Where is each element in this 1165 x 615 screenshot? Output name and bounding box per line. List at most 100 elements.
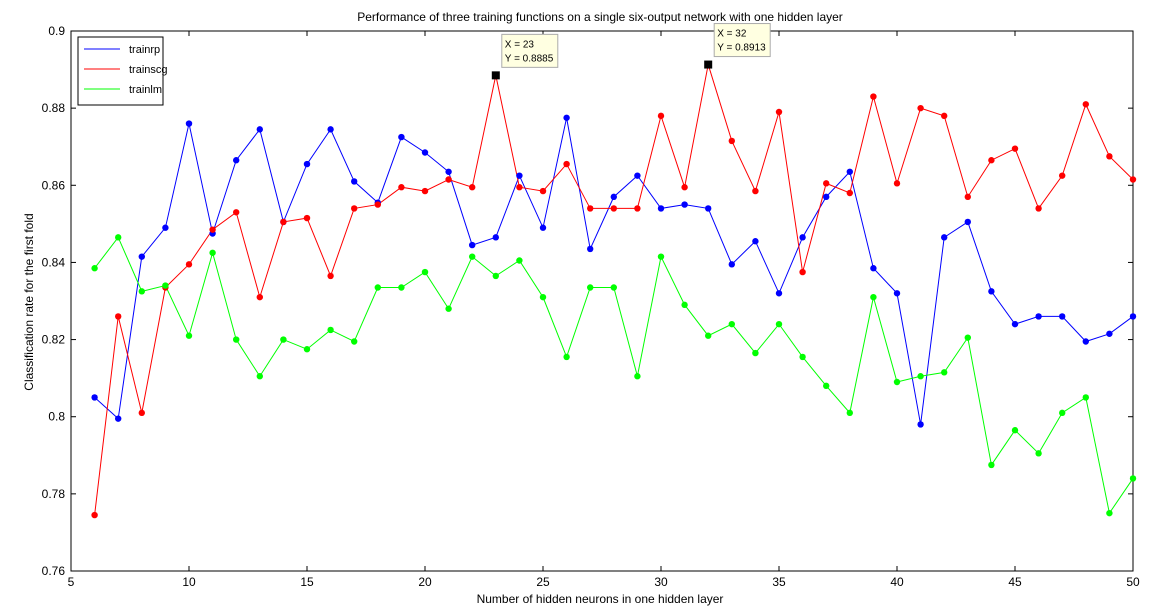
data-tip-box [501, 33, 559, 68]
axes: 5 10 15 20 25 30 35 40 45 50 0.76 0.78 0.8 0.82 0.84 0.… [42, 24, 1140, 589]
data-point-trainlm [752, 349, 759, 357]
data-point-trainlm [162, 282, 169, 289]
data-point-trainlm [941, 369, 948, 376]
data-point-trainrp [1011, 320, 1019, 328]
legend-label-trainrp: trainrp [129, 44, 160, 56]
data-point-trainlm [846, 409, 853, 417]
data-point-trainrp [256, 126, 263, 133]
data-point-trainlm [705, 332, 712, 339]
data-point-trainlm [1129, 475, 1137, 482]
data-point-trainrp [91, 394, 98, 401]
data-point-trainlm [563, 353, 570, 361]
data-point-trainlm [351, 338, 358, 345]
data-point-trainrp [846, 168, 853, 175]
data-tip-box [713, 23, 771, 58]
data-point-trainlm [185, 332, 193, 339]
data-point-trainlm [1035, 450, 1042, 457]
data-point-trainscg [988, 157, 995, 164]
data-point-trainrp [421, 149, 429, 156]
data-point-trainlm [587, 284, 594, 291]
data-point-trainlm [539, 293, 547, 301]
x-tick-label: 20 [418, 575, 432, 589]
data-point-trainlm [823, 382, 830, 390]
data-point-trainlm [91, 265, 98, 272]
data-point-trainscg [303, 214, 311, 222]
data-point-trainscg [870, 93, 877, 100]
data-point-trainscg [280, 218, 287, 226]
x-tick-label: 45 [1008, 575, 1022, 589]
data-point-trainlm [303, 346, 311, 353]
data-point-trainscg [587, 205, 594, 212]
data-point-trainlm [610, 284, 617, 291]
data-point-trainscg [799, 268, 806, 276]
data-point-trainscg [469, 184, 476, 191]
data-point-trainscg [91, 511, 98, 519]
data-point-trainscg [775, 108, 783, 116]
data-point-trainlm [634, 373, 641, 380]
data-point-trainlm [469, 253, 476, 260]
data-point-trainscg [941, 112, 948, 120]
x-axis-label: Number of hidden neurons in one hidden l… [477, 592, 724, 606]
data-point-trainscg [445, 176, 452, 183]
data-point-trainlm [115, 234, 122, 241]
y-tick-label: 0.88 [42, 101, 66, 115]
data-point-trainrp [870, 265, 877, 272]
y-tick-label: 0.86 [42, 178, 66, 192]
data-tip-y-text: Y = 0.8885 [505, 53, 554, 64]
data-point-trainscg [256, 293, 263, 301]
data-point-trainrp [469, 241, 476, 249]
data-point-trainscg [1035, 205, 1042, 212]
x-tick-label: 50 [1126, 575, 1140, 589]
data-point-trainlm [516, 257, 523, 264]
data-point-trainlm [492, 272, 499, 280]
data-point-trainscg [634, 205, 641, 212]
data-point-trainscg [209, 226, 216, 233]
data-point-trainscg [846, 189, 853, 197]
data-tip-y-text: Y = 0.8913 [717, 43, 766, 54]
data-point-trainrp [138, 253, 145, 260]
data-point-trainlm [421, 268, 429, 276]
data-point-trainscg [823, 180, 830, 187]
data-point-trainlm [1011, 427, 1019, 434]
series-markers [91, 61, 1137, 519]
data-point-trainrp [1106, 330, 1113, 337]
data-tip-x-text: X = 32 [717, 29, 747, 40]
data-point-trainrp [1082, 338, 1090, 345]
data-point-trainscg [185, 261, 193, 268]
x-tick-label: 15 [300, 575, 314, 589]
data-point-trainscg [752, 187, 759, 195]
data-point-trainscg [398, 184, 405, 191]
data-point-trainlm [870, 293, 877, 301]
data-point-trainlm [445, 305, 452, 312]
x-tick-label: 40 [890, 575, 904, 589]
x-tick-label: 30 [654, 575, 668, 589]
y-axis-label: Classification rate for the first fold [22, 213, 36, 390]
data-point-trainscg [964, 193, 971, 201]
data-point-trainrp [303, 160, 311, 168]
data-point-trainlm [209, 249, 216, 256]
data-point-trainlm [1059, 409, 1066, 417]
data-point-trainrp [516, 172, 523, 179]
data-point-trainrp [705, 205, 712, 212]
data-point-trainrp [563, 114, 570, 121]
y-tick-label: 0.78 [42, 487, 66, 501]
x-tick-label: 10 [182, 575, 196, 589]
data-point-trainrp [492, 234, 499, 241]
y-tick-label: 0.8 [48, 410, 65, 424]
data-point-trainrp [115, 415, 122, 422]
data-tip-marker [491, 71, 500, 80]
data-point-trainscg [539, 187, 547, 195]
data-point-trainlm [280, 336, 287, 343]
data-point-trainlm [1082, 394, 1090, 401]
data-point-trainlm [775, 320, 783, 328]
data-point-trainrp [445, 168, 452, 175]
data-point-trainscg [233, 209, 240, 216]
data-point-trainlm [374, 284, 381, 291]
data-point-trainrp [823, 193, 830, 201]
data-point-trainscg [1059, 172, 1066, 179]
data-point-trainlm [681, 301, 688, 309]
data-point-trainrp [728, 261, 735, 268]
data-point-trainscg [421, 187, 429, 195]
data-point-trainlm [964, 334, 971, 341]
